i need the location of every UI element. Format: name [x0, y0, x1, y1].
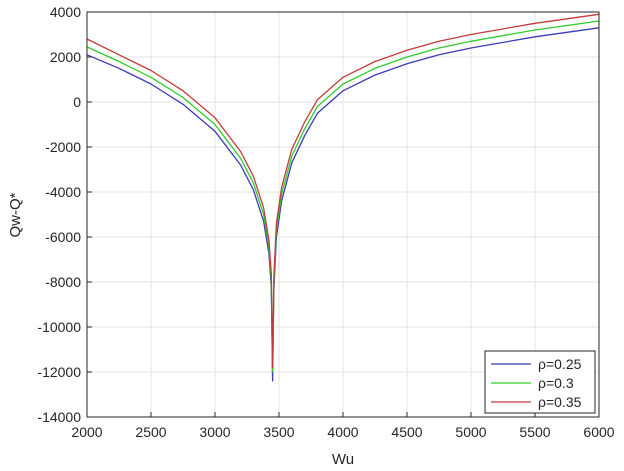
y-tick-labels: 4000 2000 0 -2000 -4000 -6000 -8000 -10000 -1200…: [37, 4, 81, 425]
y-tick-label: 4000: [50, 4, 81, 20]
x-tick-label: 5000: [455, 424, 486, 440]
y-tick-label: -14000: [37, 409, 81, 425]
y-axis-label: Qw-Q*: [7, 192, 24, 237]
plot-frame: [86, 11, 600, 418]
series-line-3: [86, 13, 600, 369]
x-tick-label: 3000: [199, 424, 230, 440]
y-tick-label: 0: [73, 94, 81, 110]
legend-box: [484, 350, 596, 414]
y-tick-label: -8000: [45, 274, 81, 290]
x-tick-label: 4000: [327, 424, 358, 440]
x-axis-label: Wu: [332, 451, 354, 468]
y-tick-label: 2000: [50, 49, 81, 65]
y-tick-label: -4000: [45, 184, 81, 200]
x-tick-label: 2000: [71, 424, 102, 440]
x-tick-label: 5500: [519, 424, 550, 440]
x-tick-label: 6000: [583, 424, 614, 440]
legend: ρ=0.25 ρ=0.3 ρ=0.35: [484, 350, 596, 414]
x-tick-label: 3500: [263, 424, 294, 440]
x-tick-label: 2500: [135, 424, 166, 440]
y-tick-label: -10000: [37, 319, 81, 335]
legend-label-3: ρ=0.35: [538, 394, 582, 410]
y-tick-label: -2000: [45, 139, 81, 155]
legend-label-2: ρ=0.3: [538, 375, 574, 391]
legend-label-1: ρ=0.25: [538, 356, 582, 372]
y-tick-label: -12000: [37, 364, 81, 380]
y-tick-label: -6000: [45, 229, 81, 245]
x-tick-labels: 2000 2500 3000 3500 4000 4500 5000 5500 6000: [71, 424, 614, 440]
series-lines: [86, 13, 600, 382]
x-tick-label: 4500: [391, 424, 422, 440]
